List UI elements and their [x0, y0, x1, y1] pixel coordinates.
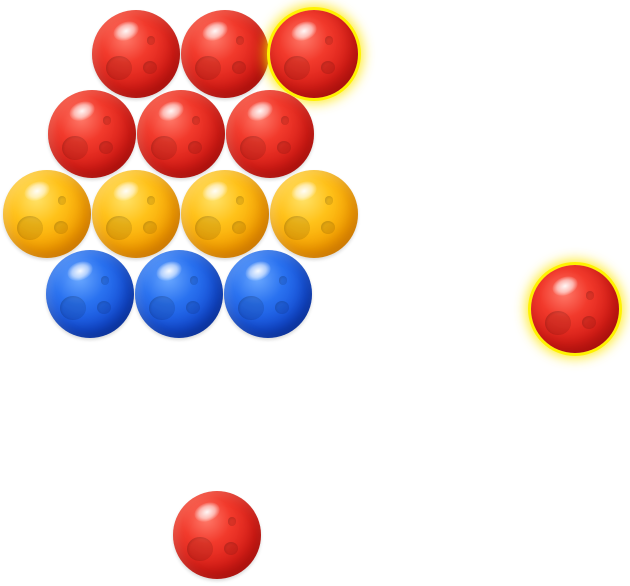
bubble-red-r1c3: [270, 10, 358, 98]
bubble-blue-r4c2: [135, 250, 223, 338]
bubble-red-r2c3: [226, 90, 314, 178]
shooter-bubble[interactable]: [173, 491, 261, 579]
bubble-red-r1c1: [92, 10, 180, 98]
bubble-red-r2c1: [48, 90, 136, 178]
bubble-orange-r3c2: [92, 170, 180, 258]
bubble-red-r1c2: [181, 10, 269, 98]
bubble-orange-r3c3: [181, 170, 269, 258]
moving-bubble: [531, 265, 619, 353]
bubble-blue-r4c3: [224, 250, 312, 338]
bubble-orange-r3c1: [3, 170, 91, 258]
bubble-orange-r3c4: [270, 170, 358, 258]
bubble-blue-r4c1: [46, 250, 134, 338]
bubble-red-r2c2: [137, 90, 225, 178]
